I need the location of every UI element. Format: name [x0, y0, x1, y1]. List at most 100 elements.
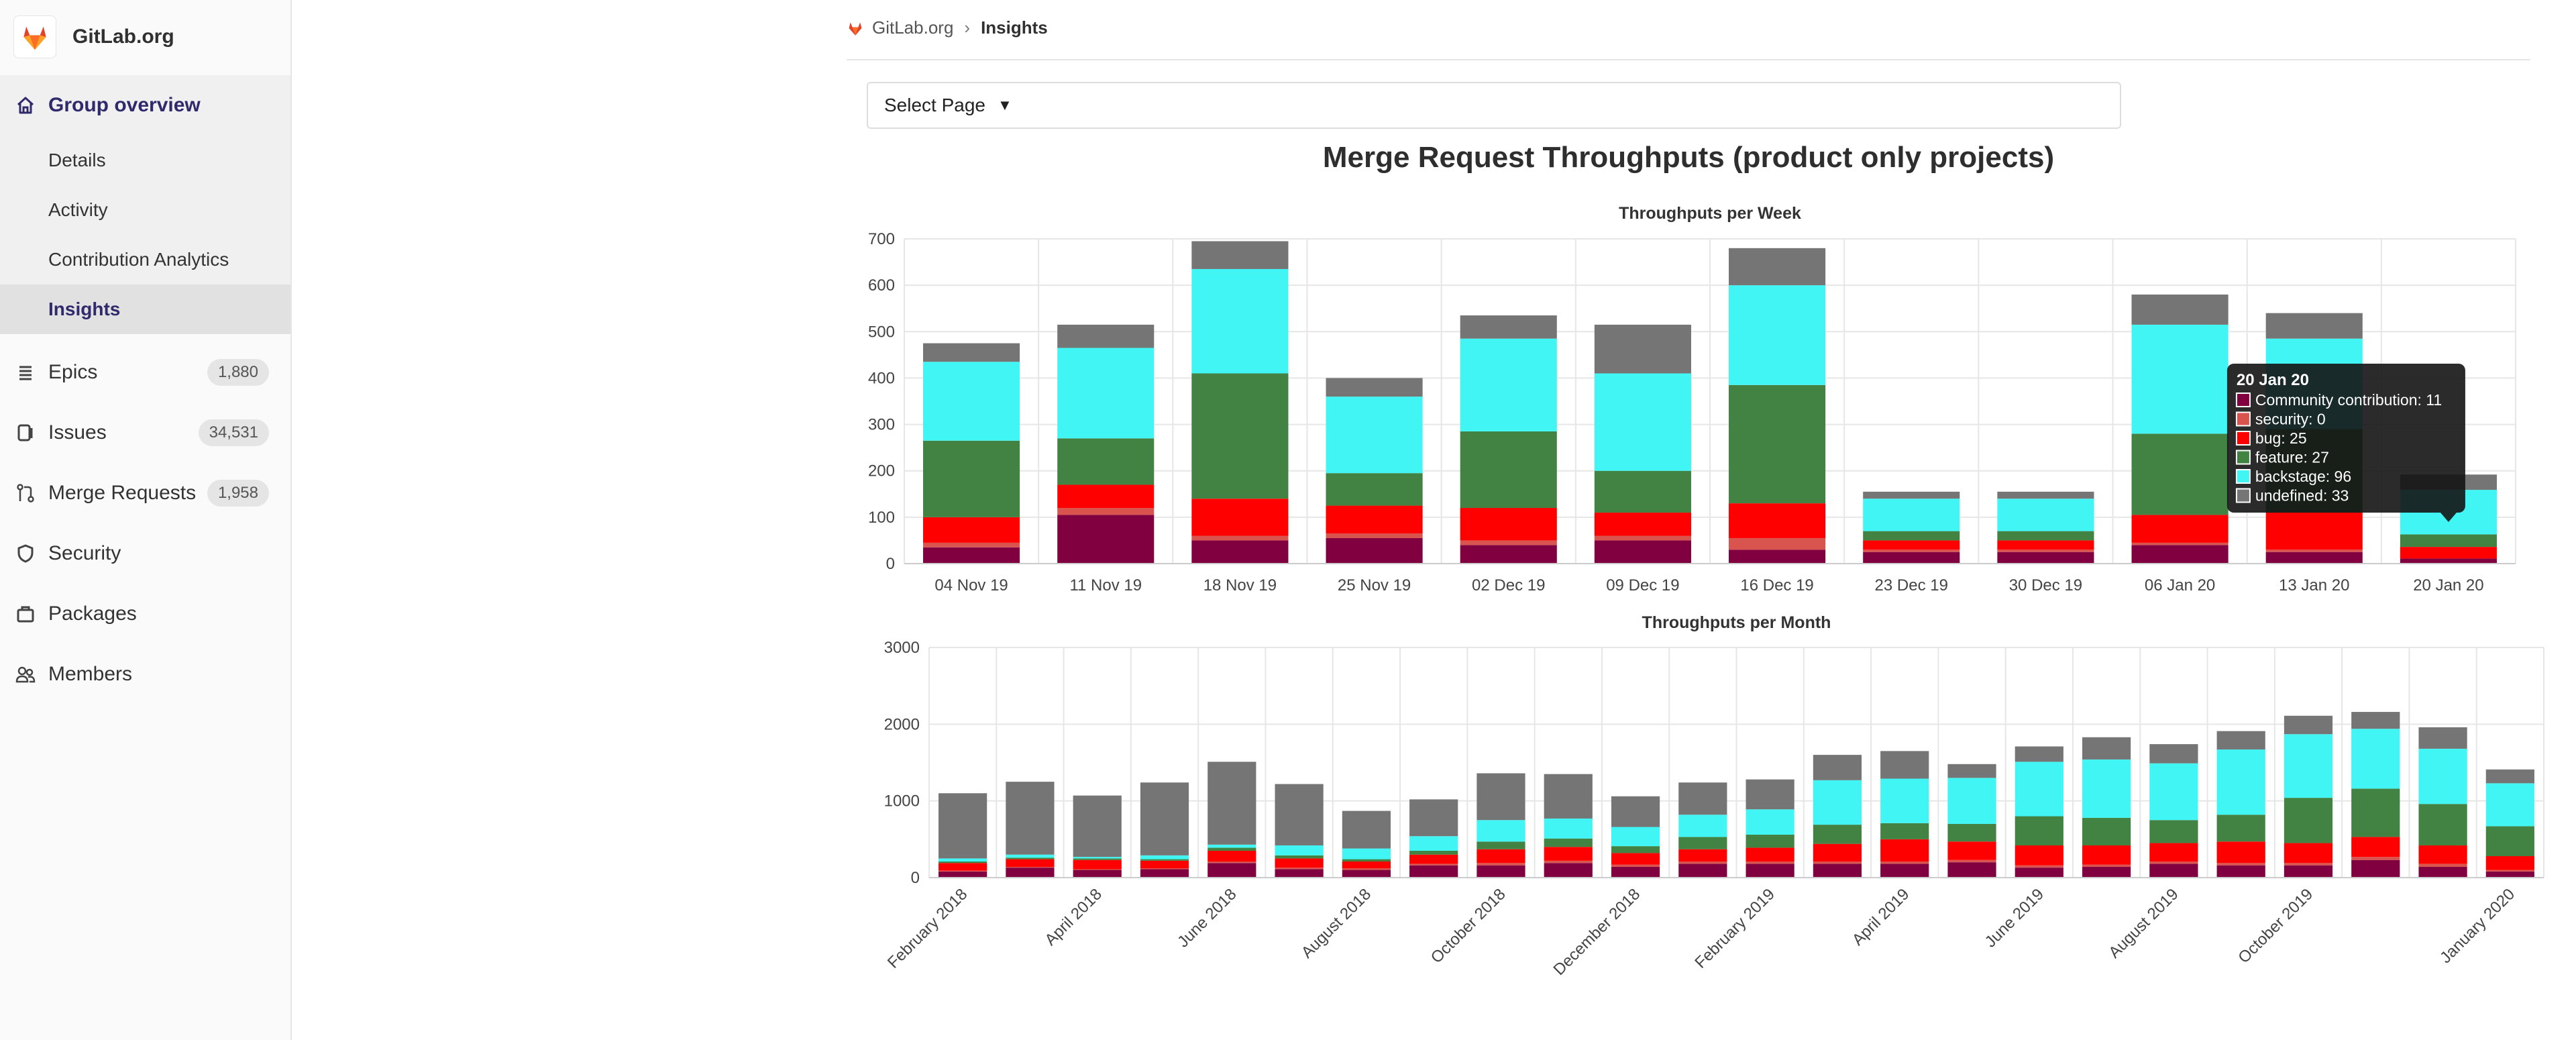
bar-segment [2131, 515, 2229, 543]
bar-segment [2082, 759, 2131, 818]
bar-segment [2351, 860, 2400, 878]
bar-segment [1947, 764, 1996, 778]
bar-segment [1678, 837, 1727, 849]
group-header[interactable]: GitLab.org [0, 0, 290, 74]
nav-issues-label: Issues [48, 421, 107, 444]
select-page-label: Select Page [884, 95, 985, 115]
bar-segment [1729, 384, 1826, 504]
bar-segment [1191, 241, 1289, 269]
sub-item-label: Insights [48, 299, 121, 319]
bar-segment [2284, 865, 2333, 878]
x-tick-label: June 2018 [1174, 885, 1240, 951]
nav-members[interactable]: Members [0, 644, 290, 705]
bar-segment [938, 793, 987, 859]
bar-segment [2082, 866, 2131, 878]
bar-segment [1880, 839, 1929, 862]
sub-item-contribution-analytics[interactable]: Contribution Analytics [0, 235, 290, 284]
nav-security[interactable]: Security [0, 523, 290, 584]
nav-packages[interactable]: Packages [0, 584, 290, 644]
sub-item-label: Contribution Analytics [48, 249, 229, 270]
x-tick-label: 13 Jan 20 [2279, 576, 2349, 594]
merge-request-icon [17, 484, 34, 503]
bar-segment [1057, 515, 1155, 564]
bar-segment [1073, 857, 1122, 859]
bar-segment [1073, 870, 1122, 878]
x-tick-label: February 2018 [884, 885, 971, 972]
y-tick-label: 3000 [884, 639, 920, 657]
bar-segment [2400, 534, 2497, 548]
bar-segment [1997, 531, 2094, 541]
bar-segment [1813, 861, 1862, 864]
tooltip-swatch [2235, 411, 2251, 427]
nav-merge-requests[interactable]: Merge Requests 1,958 [0, 463, 290, 523]
bar-segment [1611, 827, 1660, 847]
bar-segment [1326, 473, 1423, 506]
tooltip-line: backstage: 96 [2255, 468, 2351, 485]
select-page-dropdown[interactable]: Select Page ▼ [867, 82, 2121, 129]
sub-item-details[interactable]: Details [0, 136, 290, 185]
bar-segment [1275, 858, 1324, 868]
bar-segment [1863, 491, 1960, 499]
x-tick-label: June 2019 [1982, 885, 2047, 951]
sub-item-label: Details [48, 150, 106, 170]
bar-segment [2265, 552, 2363, 564]
bar-segment [2284, 715, 2333, 735]
bar-segment [1880, 861, 1929, 864]
bar-segment [2131, 433, 2229, 515]
bar-segment [1191, 499, 1289, 536]
bar-segment [1997, 499, 2094, 531]
bar-segment [2351, 788, 2400, 837]
bar-segment [1611, 853, 1660, 865]
bar-segment [1057, 348, 1155, 439]
bar-segment [938, 858, 987, 862]
bar-segment [2351, 729, 2400, 789]
bar-segment [1544, 818, 1593, 839]
package-icon [17, 606, 34, 623]
nav-issues[interactable]: Issues 34,531 [0, 403, 290, 463]
bar-segment [2418, 845, 2467, 864]
bar-segment [1326, 378, 1423, 397]
users-icon [15, 666, 36, 683]
x-tick-label: October 2018 [1428, 885, 1509, 967]
tooltip-box [2226, 364, 2465, 513]
tooltip-line: Community contribution: 11 [2255, 391, 2442, 409]
divider [847, 59, 2530, 60]
y-tick-label: 0 [886, 555, 895, 573]
bar-segment [2351, 837, 2400, 857]
sub-item-insights[interactable]: Insights [0, 284, 290, 334]
bar-segment [1863, 531, 1960, 541]
bar-segment [1191, 373, 1289, 499]
bar-segment [1342, 811, 1391, 849]
breadcrumb-current[interactable]: Insights [981, 17, 1048, 38]
nav-group-overview[interactable]: Group overview [0, 75, 290, 136]
breadcrumb-org-link[interactable]: GitLab.org [872, 17, 954, 38]
epics-count-badge: 1,880 [207, 359, 269, 386]
bar-segment [1006, 782, 1055, 855]
bar-segment [1813, 864, 1862, 878]
bar-segment [1409, 850, 1458, 855]
breadcrumb: GitLab.org › Insights [847, 17, 1048, 38]
bar-segment [1880, 778, 1929, 823]
bar-segment [1863, 552, 1960, 564]
bar-segment [1342, 859, 1391, 862]
bar-segment [2015, 746, 2063, 762]
bar-segment [1594, 373, 1691, 471]
x-tick-label: April 2018 [1041, 885, 1106, 949]
bar-segment [2131, 294, 2229, 325]
chart-tooltip: 20 Jan 20 Community contribution: 11 secur… [2226, 364, 2465, 522]
bar-segment [1477, 841, 1525, 849]
x-tick-label: 16 Dec 19 [1740, 576, 1813, 594]
bar-segment [1326, 397, 1423, 474]
page-title: Merge Request Throughputs (product only … [1322, 141, 2055, 174]
bar-segment [1409, 854, 1458, 864]
nav-epics[interactable]: Epics 1,880 [0, 342, 290, 403]
sub-item-activity[interactable]: Activity [0, 185, 290, 235]
bar-segment [1813, 825, 1862, 844]
bar-segment [1477, 865, 1525, 878]
x-tick-label: October 2019 [2235, 885, 2316, 967]
bar-segment [1191, 540, 1289, 564]
bar-segment [1813, 755, 1862, 780]
bar-segment [2149, 861, 2198, 864]
x-tick-label: 11 Nov 19 [1069, 576, 1142, 594]
